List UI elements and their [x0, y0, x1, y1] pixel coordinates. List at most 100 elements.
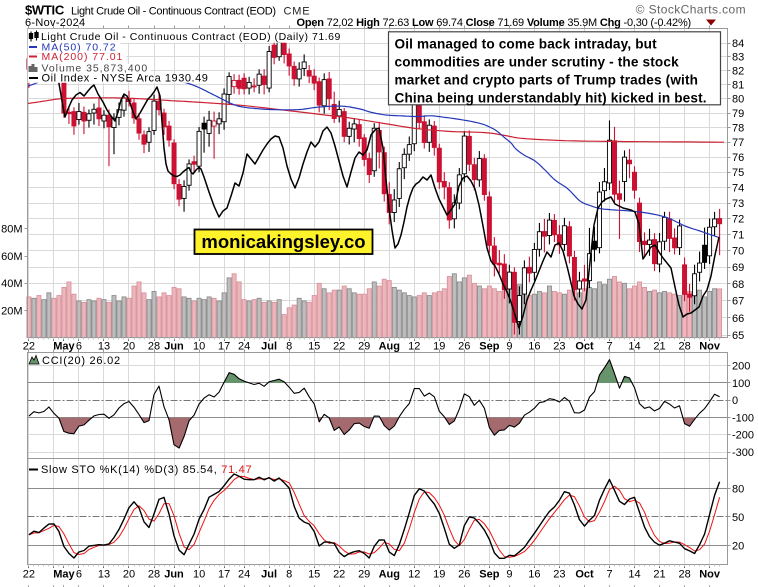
svg-text:16: 16 — [528, 341, 540, 353]
svg-text:20M: 20M — [1, 305, 22, 317]
svg-text:73: 73 — [732, 198, 744, 210]
svg-text:Nov: Nov — [699, 569, 721, 581]
svg-text:20: 20 — [123, 341, 135, 353]
svg-text:Jul: Jul — [261, 341, 277, 353]
svg-text:-200: -200 — [732, 430, 754, 442]
svg-text:10: 10 — [193, 341, 205, 353]
svg-text:14: 14 — [628, 569, 640, 581]
svg-text:17: 17 — [218, 569, 230, 581]
svg-text:commodities are under scrutiny: commodities are under scrutiny - the sto… — [395, 54, 680, 69]
svg-text:16: 16 — [528, 569, 540, 581]
svg-text:81: 81 — [732, 79, 744, 91]
svg-text:17: 17 — [218, 341, 230, 353]
svg-text:Light Crude Oil - Continuous C: Light Crude Oil - Continuous Contract (E… — [41, 31, 341, 43]
svg-text:20: 20 — [123, 569, 135, 581]
svg-text:70: 70 — [732, 246, 744, 258]
svg-text:21: 21 — [653, 341, 665, 353]
svg-text:84: 84 — [732, 38, 744, 50]
svg-text:28: 28 — [148, 341, 160, 353]
svg-text:Aug: Aug — [379, 569, 400, 581]
svg-text:May: May — [53, 569, 75, 581]
svg-text:© StockCharts.com: © StockCharts.com — [636, 3, 746, 17]
svg-text:14: 14 — [628, 341, 640, 353]
svg-text:6-Nov-2024: 6-Nov-2024 — [25, 17, 85, 29]
svg-text:12: 12 — [408, 569, 420, 581]
svg-text:72: 72 — [732, 214, 744, 226]
svg-text:22: 22 — [333, 341, 345, 353]
svg-text:19: 19 — [433, 569, 445, 581]
svg-text:Oct: Oct — [575, 341, 594, 353]
svg-text:23: 23 — [553, 341, 565, 353]
svg-text:Jun: Jun — [164, 569, 184, 581]
svg-text:74: 74 — [732, 182, 744, 194]
svg-text:15: 15 — [308, 569, 320, 581]
svg-text:$WTIC: $WTIC — [25, 3, 65, 18]
svg-text:MA(50) 70.72: MA(50) 70.72 — [42, 41, 117, 53]
svg-text:6: 6 — [76, 569, 82, 581]
svg-text:Oct: Oct — [575, 569, 594, 581]
svg-text:24: 24 — [238, 341, 250, 353]
svg-text:13: 13 — [98, 341, 110, 353]
svg-text:67: 67 — [732, 296, 744, 308]
svg-text:29: 29 — [358, 569, 370, 581]
svg-text:Nov: Nov — [699, 341, 721, 353]
svg-text:8: 8 — [286, 341, 292, 353]
svg-text:MA(200) 77.01: MA(200) 77.01 — [42, 51, 124, 63]
svg-text:80: 80 — [732, 94, 744, 106]
svg-text:-300: -300 — [732, 447, 754, 459]
svg-text:19: 19 — [433, 341, 445, 353]
svg-text:80M: 80M — [1, 224, 22, 236]
svg-text:65: 65 — [732, 330, 744, 342]
svg-text:26: 26 — [458, 341, 470, 353]
svg-text:200: 200 — [732, 361, 750, 373]
svg-text:China being understandably hit: China being understandably hit) kicked i… — [395, 91, 707, 106]
svg-text:15: 15 — [308, 341, 320, 353]
svg-text:9: 9 — [506, 341, 512, 353]
svg-text:Jun: Jun — [164, 341, 184, 353]
svg-text:28: 28 — [678, 341, 690, 353]
svg-text:May: May — [53, 341, 75, 353]
svg-text:78: 78 — [732, 122, 744, 134]
svg-text:10: 10 — [193, 569, 205, 581]
svg-text:80: 80 — [732, 483, 744, 495]
svg-text:50: 50 — [732, 512, 744, 524]
svg-text:28: 28 — [678, 569, 690, 581]
svg-text:13: 13 — [98, 569, 110, 581]
svg-text:Oil managed to come back intra: Oil managed to come back intraday, but — [395, 36, 658, 51]
svg-text:100: 100 — [732, 378, 750, 390]
svg-text:40M: 40M — [1, 278, 22, 290]
svg-text:29: 29 — [358, 341, 370, 353]
svg-text:Open 72.02 High 72.63 Low 69.7: Open 72.02 High 72.63 Low 69.74 Close 71… — [297, 17, 692, 29]
svg-text:12: 12 — [408, 341, 420, 353]
svg-text:71: 71 — [732, 230, 744, 242]
svg-text:Volume 35,873,400: Volume 35,873,400 — [42, 62, 149, 74]
svg-text:21: 21 — [653, 569, 665, 581]
svg-text:7: 7 — [606, 341, 612, 353]
svg-text:Jul: Jul — [261, 569, 277, 581]
svg-text:26: 26 — [458, 569, 470, 581]
svg-text:CCI(20) 26.02: CCI(20) 26.02 — [42, 355, 121, 367]
svg-text:24: 24 — [238, 569, 250, 581]
svg-text:79: 79 — [732, 108, 744, 120]
svg-text:9: 9 — [506, 569, 512, 581]
svg-text:Oil Index - NYSE Arca 1930.49: Oil Index - NYSE Arca 1930.49 — [42, 72, 209, 84]
svg-text:28: 28 — [148, 569, 160, 581]
svg-text:82: 82 — [732, 65, 744, 77]
svg-text:22: 22 — [333, 569, 345, 581]
svg-text:77: 77 — [732, 137, 744, 149]
svg-text:0: 0 — [732, 395, 738, 407]
svg-text:CME: CME — [284, 6, 311, 18]
svg-text:-100: -100 — [732, 412, 754, 424]
svg-text:69: 69 — [732, 262, 744, 274]
svg-text:6: 6 — [76, 341, 82, 353]
svg-text:market and crypto parts of Tru: market and crypto parts of Trump trades … — [395, 73, 699, 88]
svg-text:Sep: Sep — [479, 341, 499, 353]
svg-text:66: 66 — [732, 313, 744, 325]
svg-text:monicakingsley.co: monicakingsley.co — [201, 231, 365, 252]
svg-text:Aug: Aug — [379, 341, 400, 353]
svg-text:8: 8 — [286, 569, 292, 581]
svg-text:68: 68 — [732, 279, 744, 291]
svg-text:Slow STO %K(14) %D(3) 85.54, 7: Slow STO %K(14) %D(3) 85.54, 71.47 — [41, 464, 252, 476]
svg-text:Light Crude Oil - Continuous C: Light Crude Oil - Continuous Contract (E… — [71, 6, 276, 18]
svg-text:83: 83 — [732, 52, 744, 64]
